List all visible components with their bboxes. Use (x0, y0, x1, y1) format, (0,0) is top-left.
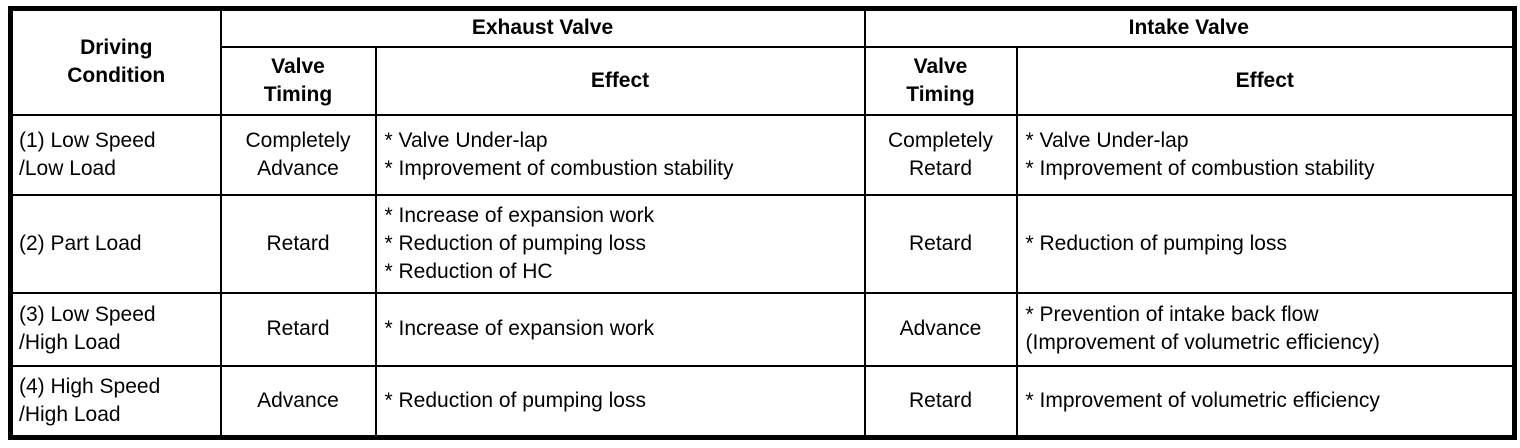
valve-timing-table: Driving Condition Exhaust Valve Intake V… (8, 6, 1517, 440)
exhaust-valve-timing-cell: Retard (219, 193, 377, 295)
driving-condition-cell: (3) Low Speed/High Load (9, 292, 222, 367)
cell-line: * Improvement of combustion stability (1025, 156, 1375, 180)
exhaust-valve-timing-cell: Completely Advance (219, 113, 377, 196)
table-row: (2) Part Load Retard * Increase of expan… (9, 193, 1516, 295)
table-row: (4) High Speed/High Load Advance * Reduc… (9, 364, 1516, 439)
header-exhaust-valve: Exhaust Valve (219, 7, 866, 48)
cell-line: * Reduction of pumping loss (384, 388, 647, 412)
cell-line: * Valve Under-lap (384, 128, 548, 152)
cell-line: * Reduction of pumping loss (1025, 232, 1288, 256)
cell-line: * Improvement of combustion stability (384, 156, 734, 180)
intake-valve-timing-cell: Retard (863, 364, 1018, 439)
intake-valve-timing-cell: Completely Retard (863, 113, 1018, 196)
header-row-subcolumns: Valve Timing Effect Valve Timing Effect (11, 45, 1516, 116)
header-intake-valve: Intake Valve (863, 7, 1516, 48)
header-intake-effect: Effect (1015, 45, 1516, 116)
cell-line: * Increase of expansion work (384, 204, 655, 228)
header-driving-condition: Driving Condition (9, 7, 222, 116)
cell-line: * Improvement of volumetric efficiency (1025, 388, 1380, 412)
cell-line: (4) High Speed (19, 374, 161, 398)
table-body: (1) Low Speed/Low Load Completely Advanc… (9, 113, 1516, 439)
header-row-groups: Driving Condition Exhaust Valve Intake V… (9, 7, 1516, 116)
cell-line: * Reduction of pumping loss (384, 232, 647, 256)
cell-line: * Increase of expansion work (384, 317, 655, 341)
cell-line: (1) Low Speed (19, 128, 156, 152)
intake-effect-cell: * Prevention of intake back flow (Improve… (1015, 292, 1516, 367)
cell-line: (3) Low Speed (19, 303, 156, 327)
intake-effect-cell: * Reduction of pumping loss (1015, 193, 1516, 295)
intake-valve-timing-cell: Retard (863, 193, 1018, 295)
cell-line: * Reduction of HC (384, 260, 553, 284)
intake-effect-cell: * Improvement of volumetric efficiency (1015, 364, 1516, 439)
cell-line: /High Load (19, 331, 121, 355)
driving-condition-cell: (2) Part Load (9, 193, 222, 295)
cell-line: (2) Part Load (19, 232, 142, 256)
intake-valve-timing-cell: Advance (863, 292, 1018, 367)
cell-line: (Improvement of volumetric efficiency) (1025, 331, 1380, 355)
cell-line: * Prevention of intake back flow (1025, 303, 1319, 327)
exhaust-effect-cell: * Valve Under-lap * Improvement of combus… (374, 113, 866, 196)
header-exhaust-valve-timing: Valve Timing (219, 45, 377, 116)
cell-line: /Low Load (19, 156, 116, 180)
header-intake-valve-timing: Valve Timing (863, 45, 1018, 116)
table-row: (3) Low Speed/High Load Retard * Increas… (9, 292, 1516, 367)
exhaust-effect-cell: * Reduction of pumping loss (374, 364, 866, 439)
exhaust-valve-timing-cell: Advance (219, 364, 377, 439)
cell-line: * Valve Under-lap (1025, 128, 1189, 152)
exhaust-effect-cell: * Increase of expansion work (374, 292, 866, 367)
table-row: (1) Low Speed/Low Load Completely Advanc… (9, 113, 1516, 196)
table-header: Driving Condition Exhaust Valve Intake V… (9, 7, 1516, 116)
driving-condition-cell: (1) Low Speed/Low Load (9, 113, 222, 196)
exhaust-effect-cell: * Increase of expansion work * Reduction … (374, 193, 866, 295)
header-exhaust-effect: Effect (374, 45, 866, 116)
cell-line: /High Load (19, 402, 121, 426)
intake-effect-cell: * Valve Under-lap * Improvement of combus… (1015, 113, 1516, 196)
exhaust-valve-timing-cell: Retard (219, 292, 377, 367)
driving-condition-cell: (4) High Speed/High Load (9, 364, 222, 439)
